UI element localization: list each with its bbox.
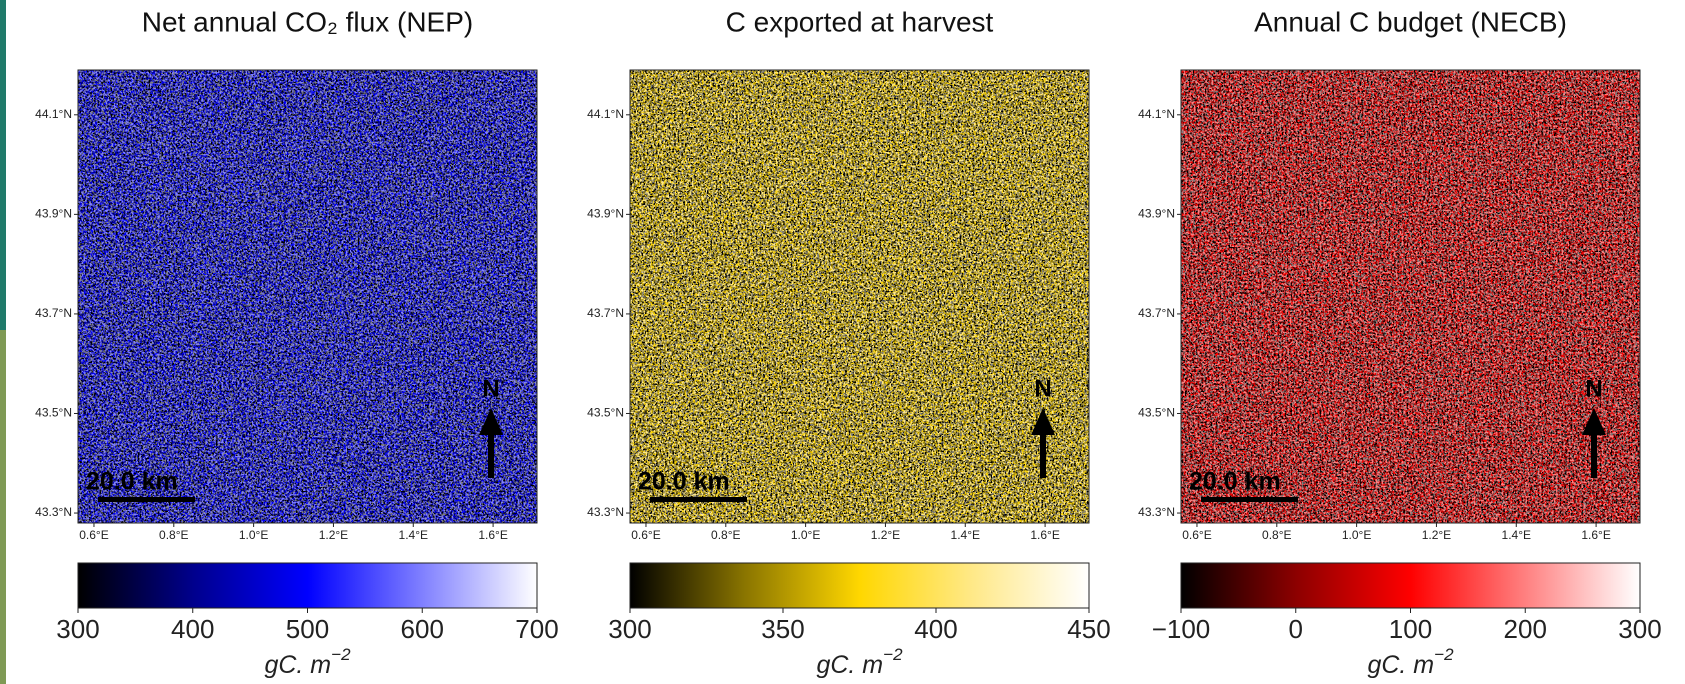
lat-tick-label: 43.7°N [1138, 306, 1175, 320]
lat-tick-label: 43.5°N [1138, 406, 1175, 420]
lon-tick-label: 0.6°E [631, 528, 660, 542]
colorbar-tick-label: −100 [1152, 614, 1211, 644]
map-speckle [630, 70, 1089, 523]
lon-tick-label: 1.2°E [1422, 528, 1451, 542]
panel-title: Annual C budget (NECB) [1254, 6, 1567, 37]
north-arrow [479, 408, 503, 435]
scale-bar [98, 497, 195, 502]
panel-title: C exported at harvest [726, 6, 994, 37]
colorbar-unit: gC. m−2 [816, 645, 903, 678]
lon-tick-label: 0.8°E [159, 528, 188, 542]
colorbar-tick-label: 450 [1067, 614, 1110, 644]
lat-tick-label: 43.9°N [1138, 207, 1175, 221]
map-frame [1180, 69, 1641, 524]
lat-tick-label: 43.7°N [587, 306, 624, 320]
map-frame [629, 69, 1090, 524]
unit-text: gC. m [264, 651, 331, 679]
lat-tick-label: 43.3°N [1138, 505, 1175, 519]
unit-text: gC. m [1367, 651, 1434, 679]
lat-tick-label: 43.3°N [587, 505, 624, 519]
lon-tick-label: 1.2°E [871, 528, 900, 542]
colorbar-tick-label: 100 [1389, 614, 1432, 644]
lon-tick-label: 1.4°E [399, 528, 428, 542]
lon-tick-label: 0.8°E [711, 528, 740, 542]
scale-bar-label: 20.0 km [86, 468, 178, 496]
colorbar-unit: gC. m−2 [264, 645, 351, 678]
colorbar-tick-label: 300 [1618, 614, 1661, 644]
scale-bar [1201, 497, 1298, 502]
lat-tick-label: 43.5°N [587, 406, 624, 420]
lon-tick-label: 1.6°E [1581, 528, 1610, 542]
panel: Annual C budget (NECB) 44.1°N 43.9°N 43.7°N… [1138, 6, 1662, 678]
lon-tick-label: 1.0°E [791, 528, 820, 542]
north-label: N [482, 375, 499, 402]
lat-tick-label: 44.1°N [35, 107, 72, 121]
unit-exponent: −2 [331, 645, 351, 664]
lat-tick-label: 43.5°N [35, 406, 72, 420]
lon-tick-label: 0.8°E [1262, 528, 1291, 542]
colorbar [1180, 562, 1641, 609]
colorbar-tick-label: 0 [1289, 614, 1303, 644]
north-label: N [1034, 375, 1051, 402]
colorbar-tick-label: 400 [171, 614, 214, 644]
lon-tick-label: 1.4°E [1502, 528, 1531, 542]
lat-tick-label: 44.1°N [1138, 107, 1175, 121]
scale-bar-label: 20.0 km [1189, 468, 1281, 496]
lat-tick-label: 43.3°N [35, 505, 72, 519]
map-speckle [78, 70, 537, 523]
panel: Net annual CO₂ flux (NEP) 44.1°N 43.9°N 43.… [35, 6, 559, 678]
lat-tick-label: 43.9°N [35, 207, 72, 221]
north-arrow [1031, 408, 1055, 435]
colorbar-tick-label: 600 [401, 614, 444, 644]
lon-tick-label: 1.2°E [319, 528, 348, 542]
edge-strip [0, 330, 6, 684]
north-label: N [1585, 375, 1602, 402]
north-arrow [1582, 408, 1606, 435]
colorbar-tick-label: 400 [914, 614, 957, 644]
unit-exponent: −2 [1434, 645, 1454, 664]
lon-tick-label: 1.0°E [239, 528, 268, 542]
lat-tick-label: 44.1°N [587, 107, 624, 121]
colorbar-unit: gC. m−2 [1367, 645, 1454, 678]
unit-text: gC. m [816, 651, 883, 679]
colorbar-tick-label: 500 [286, 614, 329, 644]
lat-tick-label: 43.7°N [35, 306, 72, 320]
colorbar-tick-label: 300 [56, 614, 99, 644]
lat-tick-label: 43.9°N [587, 207, 624, 221]
colorbar-tick-label: 350 [761, 614, 804, 644]
lon-tick-label: 1.0°E [1342, 528, 1371, 542]
map-speckle [1181, 70, 1640, 523]
colorbar-tick-label: 700 [515, 614, 558, 644]
unit-exponent: −2 [883, 645, 903, 664]
panel: C exported at harvest 44.1°N 43.9°N 43.7°N 4… [587, 6, 1111, 678]
north-arrow-shaft [1040, 433, 1046, 478]
lon-tick-label: 0.6°E [79, 528, 108, 542]
colorbar-tick-label: 200 [1504, 614, 1547, 644]
lon-tick-label: 1.4°E [951, 528, 980, 542]
scale-bar [650, 497, 747, 502]
lon-tick-label: 1.6°E [1030, 528, 1059, 542]
lon-tick-label: 1.6°E [478, 528, 507, 542]
lon-tick-label: 0.6°E [1182, 528, 1211, 542]
north-arrow-shaft [1591, 433, 1597, 478]
panel-title: Net annual CO₂ flux (NEP) [142, 6, 473, 37]
edge-strip [0, 0, 6, 330]
colorbar-tick-label: 300 [608, 614, 651, 644]
colorbar [629, 562, 1090, 609]
north-arrow-shaft [488, 433, 494, 478]
scale-bar-label: 20.0 km [638, 468, 730, 496]
map-frame [77, 69, 538, 524]
colorbar [77, 562, 538, 609]
